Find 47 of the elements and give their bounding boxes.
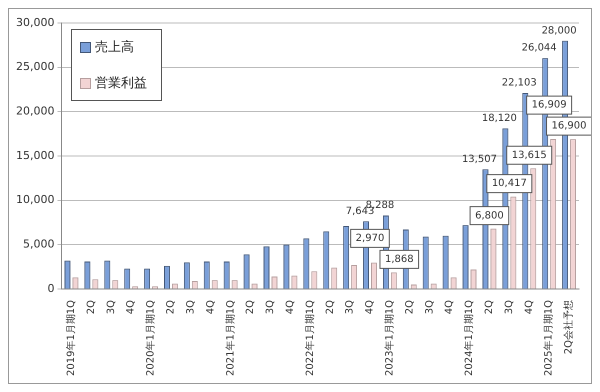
data-label: 26,044 <box>522 42 557 54</box>
x-tick-label: 2025年1月期1Q <box>542 300 555 376</box>
data-label: 2,970 <box>356 232 384 244</box>
data-label: 22,103 <box>502 78 537 89</box>
y-tick-label: 30,000 <box>16 16 54 29</box>
data-label: 1,868 <box>384 254 414 265</box>
x-tick-label: 2Q <box>86 300 97 314</box>
y-tick-label: 5,000 <box>22 237 54 250</box>
data-label: 18,120 <box>482 112 517 124</box>
x-tick-label: 2Q <box>404 300 416 314</box>
x-tick-label: 4Q <box>205 300 216 314</box>
x-tick-label: 4Q <box>524 300 535 314</box>
y-tick-label: 20,000 <box>16 104 54 118</box>
x-tick-label: 2023年1月期1Q <box>384 300 396 376</box>
legend-label: 営業利益 <box>95 75 147 92</box>
x-tick-label: 3Q <box>504 300 515 314</box>
x-tick-label: 3Q <box>424 300 436 314</box>
data-label: 16,900 <box>552 120 587 132</box>
data-label: 28,000 <box>542 25 577 36</box>
y-tick-label: 0 <box>47 282 54 295</box>
y-tick-label: 25,000 <box>16 60 54 74</box>
x-tick-label: 2021年1月期1Q <box>224 300 236 376</box>
x-tick-label: 4Q <box>126 300 137 314</box>
x-tick-label: 2Q <box>484 300 496 314</box>
x-tick-label: 2020年1月期1Q <box>144 300 157 376</box>
x-tick-label: 3Q <box>185 300 196 314</box>
data-label: 10,417 <box>492 178 527 190</box>
x-tick-label: 2Q <box>324 300 336 314</box>
x-tick-label: 3Q <box>106 300 117 314</box>
y-tick-label: 10,000 <box>16 193 54 206</box>
x-tick-label: 2022年1月期1Q <box>304 300 316 376</box>
x-tick-label: 4Q <box>364 300 376 314</box>
data-label: 13,615 <box>512 150 547 161</box>
y-tick-label: 15,000 <box>16 148 54 162</box>
x-tick-label: 3Q <box>344 300 356 314</box>
x-tick-label: 2024年1月期1Q <box>463 300 476 376</box>
x-tick-label: 4Q <box>444 300 456 314</box>
x-tick-label: 2Q会社予想 <box>562 300 575 354</box>
legend-label: 売上高 <box>95 39 134 56</box>
x-tick-label: 2Q <box>245 300 256 314</box>
data-label: 16,909 <box>532 100 567 111</box>
x-tick-label: 3Q <box>265 300 276 314</box>
x-tick-label: 2019年1月期1Q <box>65 300 78 376</box>
data-label: 6,800 <box>475 210 504 222</box>
x-tick-label: 2Q <box>166 300 177 314</box>
x-tick-label: 4Q <box>284 300 296 314</box>
data-label: 13,507 <box>462 154 497 165</box>
